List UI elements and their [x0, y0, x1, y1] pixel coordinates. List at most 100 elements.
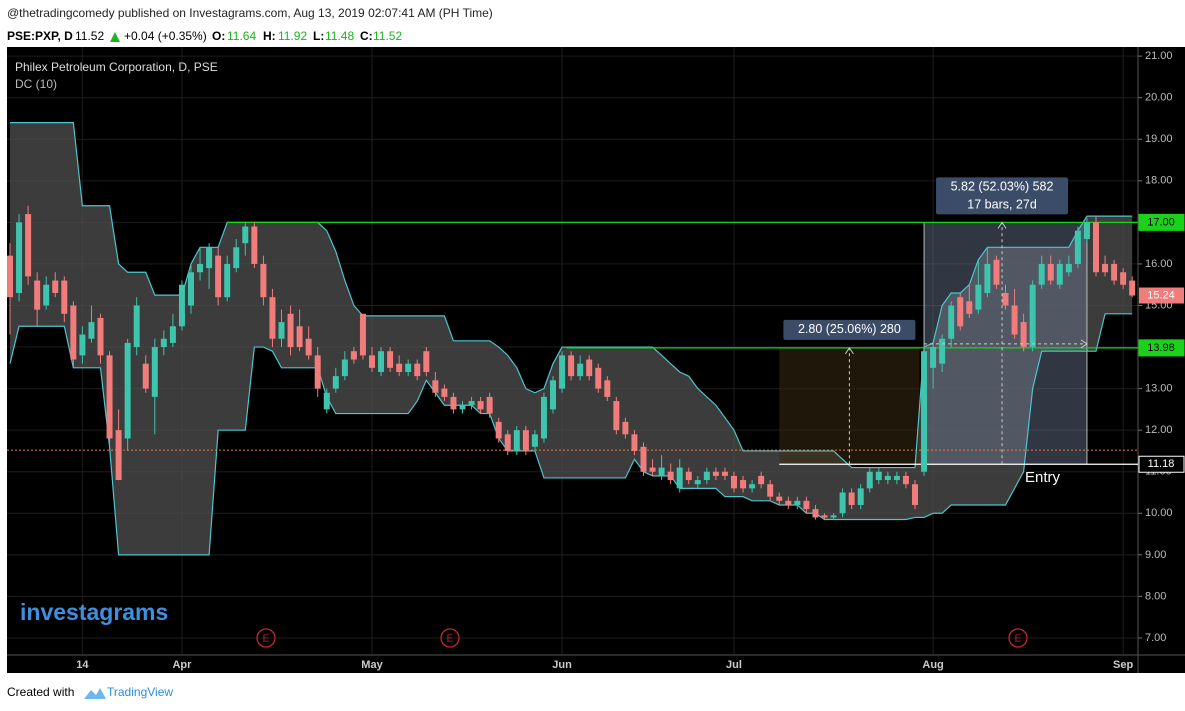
candle-body [287, 313, 294, 348]
candle-body [350, 351, 357, 360]
candle-body [812, 509, 819, 518]
dc-line [10, 122, 1133, 469]
candle-body [387, 351, 394, 368]
y-tick-label: 19.00 [1145, 133, 1173, 145]
candle-body [676, 467, 683, 489]
level-tag-label: 17.00 [1147, 216, 1175, 228]
earnings-marker [256, 628, 276, 648]
candle-body [595, 367, 602, 389]
candle-body [359, 313, 366, 356]
candle-body [215, 255, 222, 298]
y-tick-label: 13.00 [1145, 383, 1173, 395]
candle-body [251, 226, 258, 264]
level-tag [1138, 455, 1185, 473]
candle-body [468, 401, 475, 406]
plot: 7.008.009.0010.0011.0012.0013.0014.0015.… [7, 47, 1185, 673]
footer-created: Created with [7, 685, 74, 699]
high-label: H: [263, 29, 276, 43]
candle-body [477, 401, 484, 410]
level-tag [1138, 213, 1185, 231]
earnings-label: E [263, 634, 270, 645]
candle-body [79, 334, 86, 356]
candle-body [233, 247, 240, 269]
candle-body [504, 434, 511, 451]
measure-sublabel: 17 bars, 27d [967, 198, 1037, 212]
candle-body [1002, 293, 1009, 306]
candle-body [1093, 222, 1099, 273]
candle-body [758, 475, 765, 485]
candle-body [61, 280, 68, 314]
candle-body [785, 500, 792, 505]
candle-body [767, 484, 774, 497]
y-tick-label: 10.00 [1145, 507, 1173, 519]
candle-body [1065, 263, 1072, 273]
candle-body [1111, 263, 1118, 281]
change: +0.04 (+0.35%) [124, 29, 207, 43]
candle-body [43, 284, 50, 306]
candle-body [1129, 280, 1136, 296]
candle-body [495, 421, 502, 439]
candle-body [513, 430, 520, 451]
x-tick-label: Apr [172, 659, 192, 671]
candle-body [893, 475, 900, 481]
measure-label-box [936, 177, 1069, 215]
candle-body [97, 317, 104, 356]
candle-body [206, 247, 213, 269]
y-tick-label: 9.00 [1145, 549, 1166, 561]
high-value: 11.92 [278, 29, 307, 43]
earnings-label: E [447, 634, 454, 645]
candle-body [902, 475, 909, 485]
candle-body [115, 430, 122, 481]
candle-body [966, 301, 973, 314]
candle-body [776, 496, 783, 501]
y-tick-label: 7.00 [1145, 632, 1166, 644]
candle-body [939, 338, 946, 364]
arrow-head [1080, 339, 1088, 349]
candle-body [16, 222, 23, 294]
measure-label: 5.82 (52.03%) 582 [951, 180, 1054, 194]
candle-body [341, 359, 348, 377]
x-tick-label: Aug [922, 659, 943, 671]
candle-body [269, 297, 276, 339]
candle-body [1011, 305, 1018, 335]
candle-body [821, 515, 828, 518]
candle-body [984, 263, 991, 294]
x-tick-label: Jun [552, 659, 572, 671]
candle-body [622, 421, 629, 435]
published-line: @thetradingcomedy published on Investagr… [7, 6, 493, 20]
dc-band [10, 122, 1133, 555]
candle-body [1029, 284, 1036, 348]
candle-body [649, 467, 656, 472]
measure-label: 2.80 (25.06%) 280 [798, 322, 901, 336]
candle-body [423, 351, 430, 372]
candle-body [803, 500, 810, 510]
candle-body [568, 355, 575, 377]
candle-body [242, 226, 249, 244]
candle-body [1020, 322, 1027, 348]
candle-body [866, 471, 873, 489]
earnings-label: E [1015, 634, 1022, 645]
candle-body [948, 305, 955, 339]
candle-body [432, 380, 439, 393]
candle-body [658, 467, 665, 476]
candle-body [721, 471, 728, 476]
candle-body [450, 396, 457, 410]
candle-body [1102, 263, 1109, 273]
candle-body [224, 263, 231, 298]
candle-body [1038, 263, 1045, 285]
up-arrow-icon [110, 32, 120, 42]
candle-body [369, 355, 375, 368]
candle-body [396, 363, 403, 372]
watermark: investagrams [20, 599, 168, 625]
candle-body [522, 430, 529, 451]
candle-body [830, 515, 837, 518]
candle-body [1120, 272, 1127, 285]
annotation: Entry [1025, 469, 1061, 486]
candle-body [197, 263, 204, 273]
candle-body [1047, 263, 1054, 281]
y-tick-label: 21.00 [1145, 50, 1173, 62]
earnings-marker [440, 628, 460, 648]
candle-body [848, 492, 855, 505]
